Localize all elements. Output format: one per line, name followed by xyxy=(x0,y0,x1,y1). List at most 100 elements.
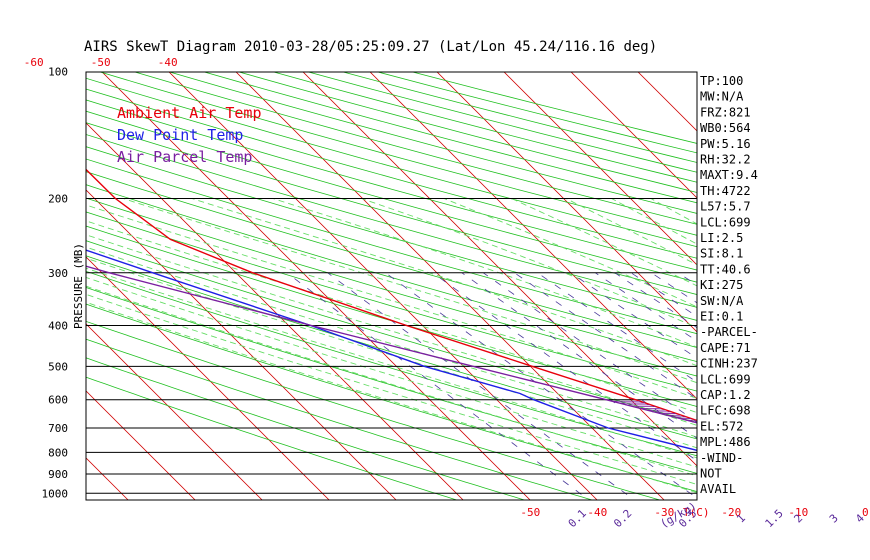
isotherm-line xyxy=(168,72,598,500)
index-entry: WB0:564 xyxy=(700,121,751,135)
index-entry: L57:5.7 xyxy=(700,200,751,214)
moist-adiabat-line xyxy=(86,293,697,485)
index-entry: TP:100 xyxy=(700,74,743,88)
moist-adiabat-line xyxy=(86,246,697,438)
index-entry: MAXT:9.4 xyxy=(700,168,758,182)
index-entry: FRZ:821 xyxy=(700,105,751,119)
temp-unit-label: T(C) xyxy=(683,506,710,519)
mixing-ratio-line xyxy=(385,272,697,499)
index-entry: LI:2.5 xyxy=(700,231,743,245)
moist-adiabat-line xyxy=(511,198,697,287)
index-entry: MPL:486 xyxy=(700,435,751,449)
moist-adiabat-line xyxy=(650,198,697,225)
moist-adiabat-line xyxy=(86,267,697,459)
dry-adiabat-line xyxy=(86,287,697,474)
pressure-tick-label: 1000 xyxy=(42,487,69,500)
isotherm-line xyxy=(570,72,697,199)
index-entry: AVAIL xyxy=(700,482,736,496)
dry-adiabat-line xyxy=(86,225,697,407)
index-entry: TT:40.6 xyxy=(700,262,751,276)
index-entry: MW:N/A xyxy=(700,90,744,104)
isotherm-line xyxy=(86,122,464,500)
index-entry: SI:8.1 xyxy=(700,247,743,261)
moist-adiabat-line xyxy=(361,198,697,329)
bottom-temp-tick-label: -20 xyxy=(721,506,741,519)
dry-adiabat-line xyxy=(86,211,697,392)
dry-adiabat-line xyxy=(86,99,697,271)
isotherm-line xyxy=(302,72,697,467)
isotherm-line xyxy=(773,6,870,504)
index-entry: TH:4722 xyxy=(700,184,751,198)
moist-adiabat-line xyxy=(86,276,697,468)
series-line xyxy=(86,168,697,422)
dry-adiabat-line xyxy=(86,240,697,423)
mixing-ratio-line xyxy=(327,272,636,500)
isotherm-line xyxy=(235,72,665,500)
index-entry: CINH:237 xyxy=(700,357,758,371)
dry-adiabat-line xyxy=(86,357,526,500)
dry-adiabat-line xyxy=(86,171,697,348)
pressure-tick-label: 200 xyxy=(48,193,68,206)
legend: Ambient Air Temp Dew Point Temp Air Parcel… xyxy=(117,104,262,166)
mixing-ratio-line xyxy=(483,272,697,423)
pressure-tick-label: 900 xyxy=(48,468,68,481)
mixing-ratio-label: 0.1 xyxy=(566,507,589,530)
legend-entry: Dew Point Temp xyxy=(117,126,243,144)
dry-adiabat-line xyxy=(307,72,697,173)
mixing-ratio-line xyxy=(286,272,590,500)
dry-adiabat-line xyxy=(86,338,594,500)
dry-adiabat-line xyxy=(86,255,697,440)
pressure-tick-label: 600 xyxy=(48,394,68,407)
plot-frame xyxy=(85,71,698,501)
mixing-ratio-line xyxy=(651,272,697,304)
dry-adiabat-line xyxy=(86,77,697,248)
moist-adiabat-line xyxy=(443,198,697,308)
dry-adiabat-line xyxy=(98,72,697,236)
dry-adiabat-line xyxy=(86,158,697,335)
dry-adiabat-line xyxy=(411,72,697,144)
mixing-ratio-line xyxy=(461,272,697,439)
index-entry: LCL:699 xyxy=(700,372,751,386)
series-line xyxy=(86,249,697,452)
dry-adiabat-line xyxy=(86,184,697,363)
dry-adiabat-line xyxy=(86,88,697,259)
isotherm-line xyxy=(86,390,196,500)
isotherm-line xyxy=(503,72,697,266)
isotherm-line xyxy=(639,6,870,504)
index-entry: -PARCEL- xyxy=(700,325,758,339)
dry-adiabat-line xyxy=(86,320,662,500)
series-line xyxy=(86,265,697,424)
top-temp-tick-label: -40 xyxy=(158,56,178,69)
isotherm-line xyxy=(86,189,397,500)
mixing-ratio-label: 1.5 xyxy=(763,507,786,530)
pressure-tick-label: 500 xyxy=(48,360,68,373)
isotherm-line xyxy=(436,72,697,333)
mixing-ratio-line xyxy=(745,273,870,504)
dry-adiabat-line xyxy=(86,303,697,492)
index-entry: EL:572 xyxy=(700,419,743,433)
legend-entry: Ambient Air Temp xyxy=(117,104,262,122)
bottom-temp-tick-label: -10 xyxy=(788,506,808,519)
top-temp-tick-label: -60 xyxy=(24,56,44,69)
pressure-tick-label: 400 xyxy=(48,319,68,332)
index-entry: LCL:699 xyxy=(700,215,751,229)
dry-adiabat-line xyxy=(86,146,697,321)
index-entry: EI:0.1 xyxy=(700,310,743,324)
mixing-ratio-label: 0.2 xyxy=(611,507,634,530)
mixing-ratio-line xyxy=(432,272,697,462)
moist-adiabat-line xyxy=(86,301,697,494)
grid-lines xyxy=(86,6,870,504)
dry-adiabat-line xyxy=(86,110,697,283)
pressure-tick-label: 800 xyxy=(48,446,68,459)
isotherm-line xyxy=(369,72,697,400)
bottom-temp-tick-label: -40 xyxy=(587,506,607,519)
index-entry: NOT xyxy=(700,467,722,481)
moist-adiabat-line xyxy=(191,198,697,367)
bottom-temp-tick-label: -30 xyxy=(654,506,674,519)
legend-entry: Air Parcel Temp xyxy=(117,148,252,166)
dry-adiabat-line xyxy=(86,134,697,308)
pressure-tick-label: 100 xyxy=(48,66,68,79)
dry-adiabat-line xyxy=(376,72,697,154)
